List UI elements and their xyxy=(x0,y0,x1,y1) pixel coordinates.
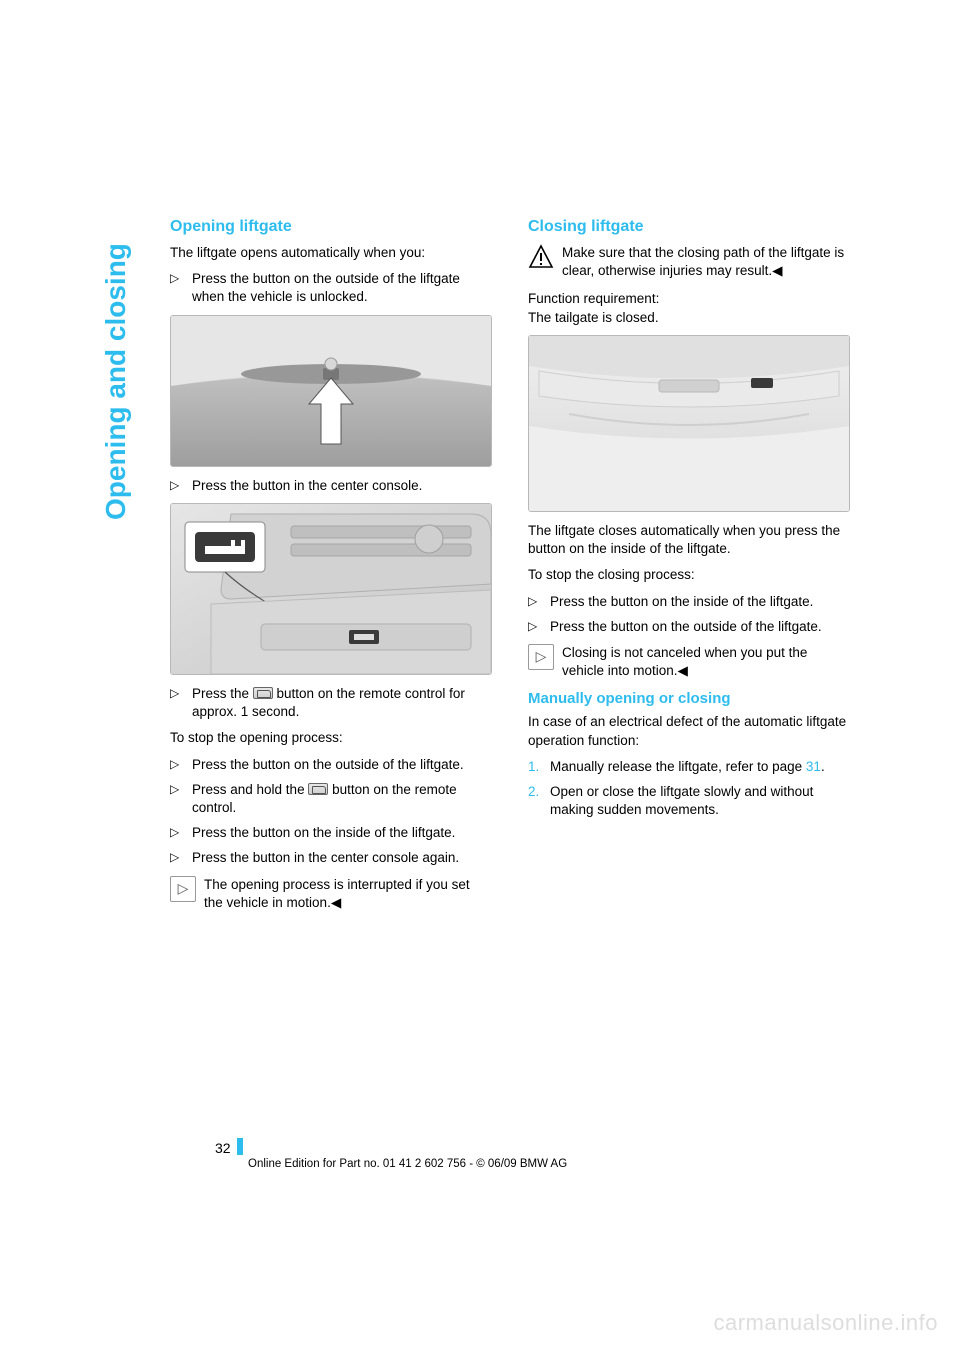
section-title-vertical: Opening and closing xyxy=(100,243,132,520)
opening-bullets-2: Press the button in the center console. xyxy=(170,477,492,495)
manual-intro: In case of an electrical defect of the a… xyxy=(528,713,850,749)
figure-liftgate-exterior xyxy=(170,315,492,467)
bullet-stop-remote: Press and hold the button on the remote … xyxy=(170,781,492,817)
bullet-stop-inside: Press the button on the inside of the li… xyxy=(170,824,492,842)
figure-center-console xyxy=(170,503,492,675)
stop-closing-bullets: Press the button on the inside of the li… xyxy=(528,593,850,636)
footer-copyright: Online Edition for Part no. 01 41 2 602 … xyxy=(248,1158,567,1170)
opening-intro: The liftgate opens automatically when yo… xyxy=(170,244,492,262)
liftgate-remote-icon xyxy=(308,783,328,795)
note-icon: ▷ xyxy=(170,876,196,902)
column-left: Opening liftgate The liftgate opens auto… xyxy=(170,218,492,922)
page-reference-link[interactable]: 31 xyxy=(806,759,821,774)
stop-opening-bullets: Press the button on the outside of the l… xyxy=(170,756,492,868)
warning-icon xyxy=(528,244,554,270)
text-fragment: . xyxy=(821,759,825,774)
stop-closing-intro: To stop the closing process: xyxy=(528,566,850,584)
bullet-center-console: Press the button in the center console. xyxy=(170,477,492,495)
figure-liftgate-interior xyxy=(528,335,850,512)
page-number: 32 xyxy=(215,1140,231,1156)
warning-text: Make sure that the closing path of the l… xyxy=(562,244,850,280)
opening-bullets-1: Press the button on the outside of the l… xyxy=(170,270,492,306)
heading-opening-liftgate: Opening liftgate xyxy=(170,218,492,236)
text-fragment: Press and hold the xyxy=(192,782,308,797)
stop-opening-intro: To stop the opening process: xyxy=(170,729,492,747)
function-requirement-label: Function requirement: xyxy=(528,290,850,308)
heading-closing-liftgate: Closing liftgate xyxy=(528,218,850,236)
opening-bullets-3: Press the button on the remote control f… xyxy=(170,685,492,721)
note-text: Closing is not canceled when you put the… xyxy=(562,644,850,680)
watermark: carmanualsonline.info xyxy=(713,1310,938,1336)
text-fragment: Press the xyxy=(192,686,253,701)
heading-manual-open-close: Manually opening or closing xyxy=(528,690,850,707)
function-requirement-text: The tailgate is closed. xyxy=(528,309,850,327)
step-open-close-slowly: Open or close the liftgate slowly and wi… xyxy=(528,783,850,819)
bullet-close-inside: Press the button on the inside of the li… xyxy=(528,593,850,611)
bullet-close-outside: Press the button on the outside of the l… xyxy=(528,618,850,636)
manual-steps: Manually release the liftgate, refer to … xyxy=(528,758,850,820)
note-closing-motion: ▷ Closing is not canceled when you put t… xyxy=(528,644,850,680)
column-right: Closing liftgate Make sure that the clos… xyxy=(528,218,850,922)
bullet-remote-press: Press the button on the remote control f… xyxy=(170,685,492,721)
note-icon: ▷ xyxy=(528,644,554,670)
note-opening-interrupted: ▷ The opening process is interrupted if … xyxy=(170,876,492,912)
bullet-outside-button: Press the button on the outside of the l… xyxy=(170,270,492,306)
liftgate-remote-icon xyxy=(253,687,273,699)
closing-auto-text: The liftgate closes automatically when y… xyxy=(528,522,850,558)
content-columns: Opening liftgate The liftgate opens auto… xyxy=(170,218,850,922)
page: Opening and closing Opening liftgate The… xyxy=(0,0,960,1358)
warning-closing-path: Make sure that the closing path of the l… xyxy=(528,244,850,280)
text-fragment: Manually release the liftgate, refer to … xyxy=(550,759,806,774)
bullet-stop-console: Press the button in the center console a… xyxy=(170,849,492,867)
bullet-stop-outside: Press the button on the outside of the l… xyxy=(170,756,492,774)
note-text: The opening process is interrupted if yo… xyxy=(204,876,492,912)
page-number-accent xyxy=(237,1138,243,1155)
step-manual-release: Manually release the liftgate, refer to … xyxy=(528,758,850,776)
